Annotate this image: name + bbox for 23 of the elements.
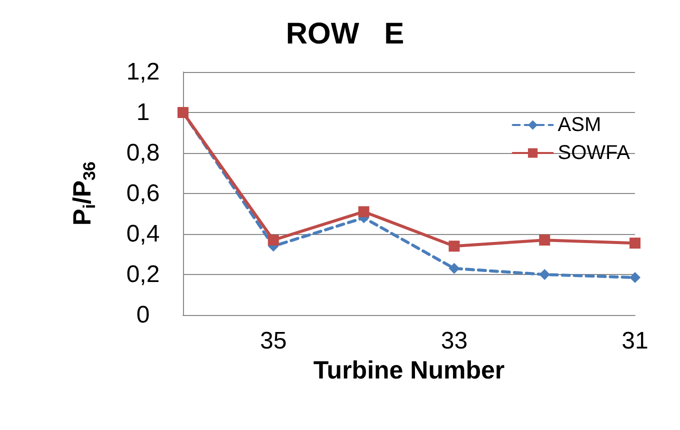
y-tick-label: 0,8 — [126, 140, 160, 166]
x-tick-label: 35 — [260, 328, 287, 354]
point — [630, 272, 640, 284]
point — [448, 240, 460, 252]
legend-label: SOWFA — [558, 142, 631, 164]
point — [539, 269, 550, 280]
y-tick-label: 0,6 — [126, 180, 160, 207]
y-tick-label: 0,2 — [126, 261, 160, 288]
point — [448, 262, 460, 274]
x-axis-title: Turbine Number — [313, 356, 505, 384]
y-tick-label: 0,4 — [126, 220, 160, 248]
y-tick-label: 1,2 — [126, 58, 160, 86]
point — [630, 238, 640, 249]
chart-title: ROW E — [286, 18, 404, 50]
x-tick-label: 31 — [622, 328, 648, 354]
x-tick-label: 33 — [440, 328, 468, 354]
y-tick-label: 1 — [136, 99, 150, 126]
y-axis-title: Pi/P36 — [68, 162, 99, 226]
legend-label: ASM — [558, 114, 602, 136]
point — [358, 206, 370, 218]
y-tick-label: 0 — [136, 302, 150, 328]
point — [539, 234, 550, 246]
point — [268, 234, 279, 246]
